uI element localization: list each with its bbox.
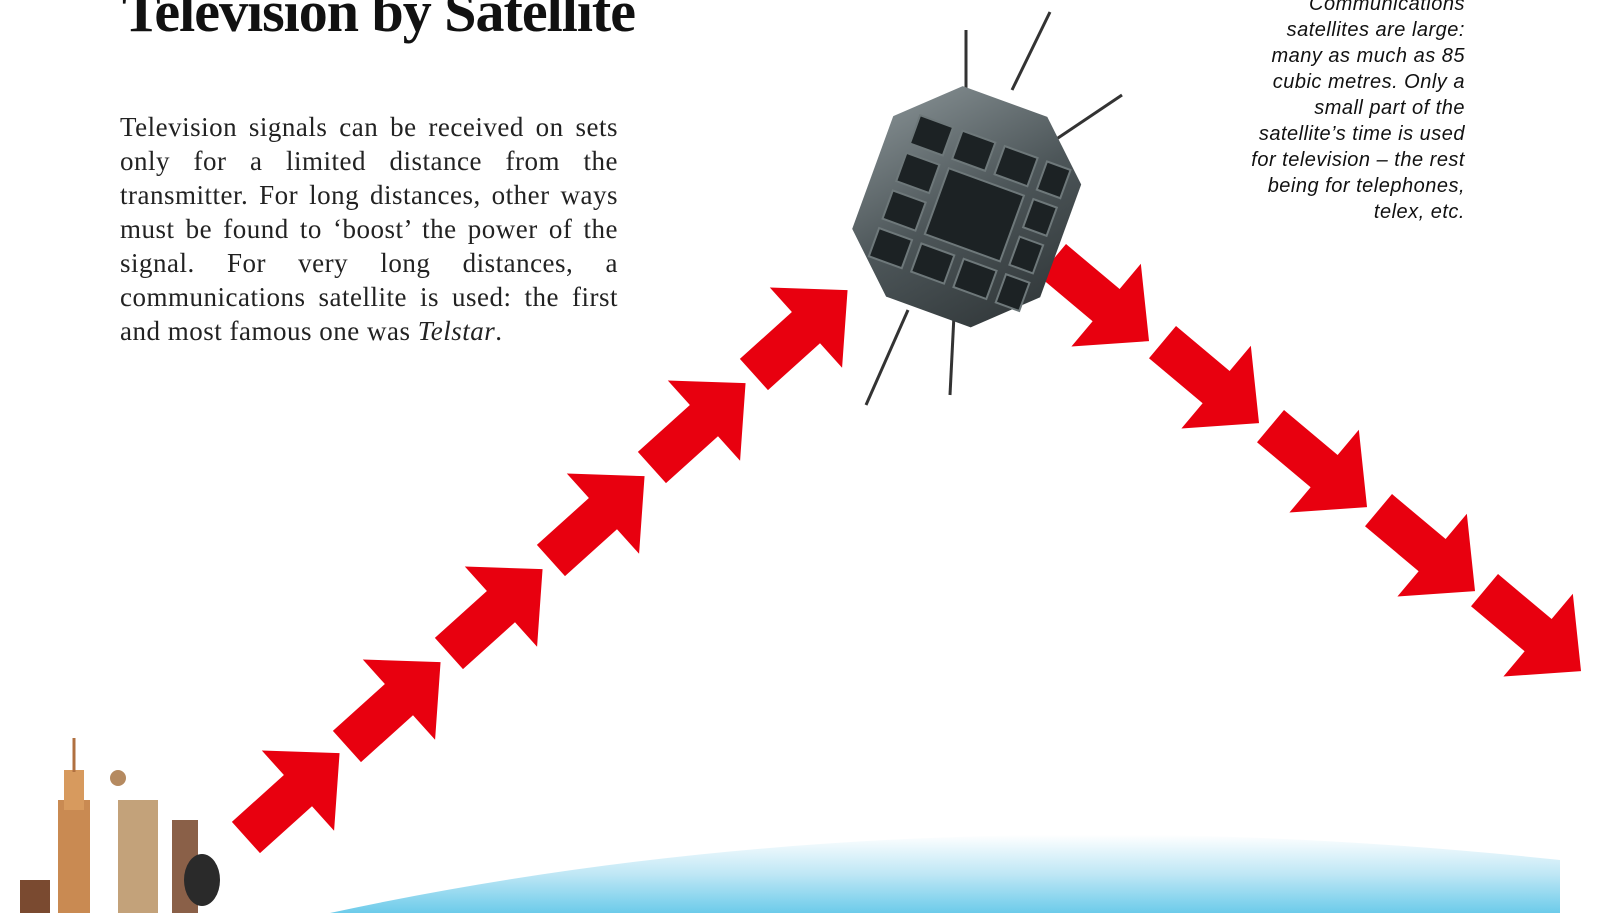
caption-line: cubic metres. Only a	[1165, 69, 1465, 95]
caption-line: satellite’s time is used	[1165, 121, 1465, 147]
page: Television by Satellite Television signa…	[0, 0, 1608, 913]
body-text: Television signals can be received on se…	[120, 110, 618, 348]
body-end: .	[495, 316, 502, 346]
caption-line: Communications	[1165, 0, 1465, 17]
caption-line: many as much as 85	[1165, 43, 1465, 69]
caption-line: for television – the rest	[1165, 147, 1465, 173]
body-italic: Telstar	[418, 316, 496, 346]
body-sentence: Television signals can be received on se…	[120, 112, 618, 346]
city-skyline	[20, 738, 220, 913]
caption-line: small part of the	[1165, 95, 1465, 121]
earth-horizon	[330, 835, 1560, 913]
downlink-arrows	[1018, 219, 1608, 713]
caption-line: telex, etc.	[1165, 199, 1465, 225]
title: Television by Satellite	[122, 0, 635, 45]
caption-line: being for telephones,	[1165, 173, 1465, 199]
caption-line: satellites are large:	[1165, 17, 1465, 43]
satellite	[834, 12, 1122, 405]
